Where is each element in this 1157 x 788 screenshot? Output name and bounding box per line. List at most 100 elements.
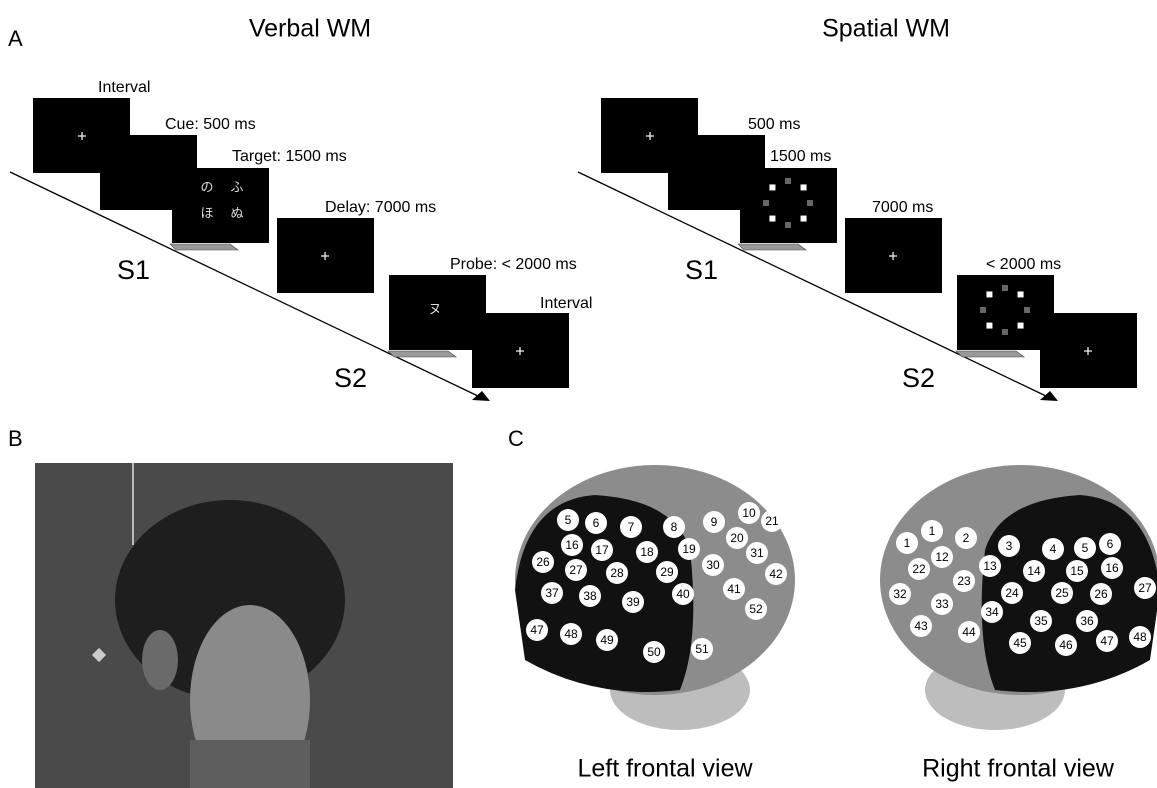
location-square <box>1002 329 1008 335</box>
channel-label: 14 <box>1027 564 1041 578</box>
channel-label: 23 <box>957 574 971 588</box>
channel-label: 37 <box>545 586 559 600</box>
response-pad <box>388 351 456 357</box>
screen <box>172 168 269 243</box>
channel-label: 19 <box>682 542 696 556</box>
channel-label: 21 <box>765 514 779 528</box>
channel-label: 4 <box>1050 542 1057 556</box>
panel-label: C <box>508 426 524 451</box>
channel-label: 10 <box>742 506 756 520</box>
channel-label: 50 <box>647 645 661 659</box>
channel-label: 18 <box>640 545 654 559</box>
channel-label: 33 <box>935 597 949 611</box>
channel-label: 1 <box>904 536 911 550</box>
channel-label: 34 <box>985 605 999 619</box>
channel-label: 26 <box>536 555 550 569</box>
step-label: Delay: 7000 ms <box>325 199 436 216</box>
channel-label: 38 <box>583 589 597 603</box>
channel-label: 5 <box>1082 541 1089 555</box>
channel-label: 51 <box>695 642 709 656</box>
channel-label: 48 <box>1133 630 1147 644</box>
location-square <box>763 200 769 206</box>
channel-label: 29 <box>660 565 674 579</box>
location-square <box>1024 307 1030 313</box>
channel-label: 46 <box>1059 638 1073 652</box>
location-square <box>1002 285 1008 291</box>
channel-label: 52 <box>749 602 763 616</box>
caption: Right frontal view <box>922 755 1115 783</box>
location-square <box>801 216 807 222</box>
channel-label: 39 <box>626 595 640 609</box>
step-label: 1500 ms <box>770 148 831 165</box>
arrow-head <box>472 391 490 401</box>
channel-label: 35 <box>1034 614 1048 628</box>
channel-label: 16 <box>565 538 579 552</box>
channel-label: 47 <box>1100 634 1114 648</box>
probe-char: ヌ <box>428 303 441 318</box>
step-label: 7000 ms <box>872 199 933 216</box>
channel-label: 6 <box>593 516 600 530</box>
channel-label: 6 <box>1107 537 1114 551</box>
location-square <box>807 200 813 206</box>
channel-label: 17 <box>595 543 609 557</box>
channel-label: 26 <box>1094 587 1108 601</box>
channel-label: 22 <box>912 562 926 576</box>
location-square <box>801 184 807 190</box>
step-label: Target: 1500 ms <box>232 148 347 165</box>
channel-label: 13 <box>983 559 997 573</box>
channel-label: 2 <box>963 531 970 545</box>
response-pad <box>956 351 1024 357</box>
figure: A B C Verbal WM Spatial WM S1S2IntervalC… <box>0 0 1157 788</box>
caption: Left frontal view <box>577 755 753 783</box>
target-char: ぬ <box>230 207 243 222</box>
panel-title: Spatial WM <box>822 15 950 43</box>
panel-title: Verbal WM <box>249 15 371 43</box>
location-square <box>980 307 986 313</box>
channel-label: 16 <box>1105 561 1119 575</box>
target-char: ふ <box>230 181 243 196</box>
channel-label: 47 <box>530 623 544 637</box>
channel-label: 12 <box>935 550 949 564</box>
location-square <box>769 184 775 190</box>
target-char: ほ <box>200 207 213 222</box>
location-square <box>986 323 992 329</box>
channel-label: 3 <box>1006 539 1013 553</box>
s-label: S2 <box>334 363 367 393</box>
target-char: の <box>200 181 213 196</box>
step-label: Probe: < 2000 ms <box>450 256 577 273</box>
location-square <box>1018 291 1024 297</box>
channel-label: 8 <box>671 520 678 534</box>
channel-label: 9 <box>711 515 718 529</box>
channel-label: 48 <box>564 627 578 641</box>
step-label: Interval <box>540 295 592 312</box>
brains: 5678910211617181920312627282930423738394… <box>515 465 1157 730</box>
channel-label: 30 <box>706 558 720 572</box>
response-pad <box>738 244 806 250</box>
channel-label: 20 <box>730 531 744 545</box>
channel-label: 41 <box>727 582 741 596</box>
channel-label: 36 <box>1080 614 1094 628</box>
location-square <box>986 291 992 297</box>
step-label: Interval <box>98 79 150 96</box>
arrow-head <box>1040 391 1058 401</box>
channel-label: 28 <box>610 566 624 580</box>
panel-label: A <box>8 26 23 51</box>
channel-label: 49 <box>600 633 614 647</box>
response-pad <box>170 244 238 250</box>
channel-label: 43 <box>914 619 928 633</box>
channel-label: 31 <box>750 546 764 560</box>
channel-label: 27 <box>569 563 583 577</box>
location-square <box>785 178 791 184</box>
s-label: S1 <box>117 255 150 285</box>
location-square <box>1018 323 1024 329</box>
panel-label: B <box>8 426 23 451</box>
channel-label: 42 <box>769 567 783 581</box>
channel-label: 24 <box>1005 586 1019 600</box>
channel-label: 15 <box>1070 564 1084 578</box>
channel-label: 5 <box>565 513 572 527</box>
channel-label: 1 <box>929 524 936 538</box>
channel-label: 27 <box>1138 581 1152 595</box>
channel-label: 40 <box>676 587 690 601</box>
step-label: < 2000 ms <box>986 256 1061 273</box>
